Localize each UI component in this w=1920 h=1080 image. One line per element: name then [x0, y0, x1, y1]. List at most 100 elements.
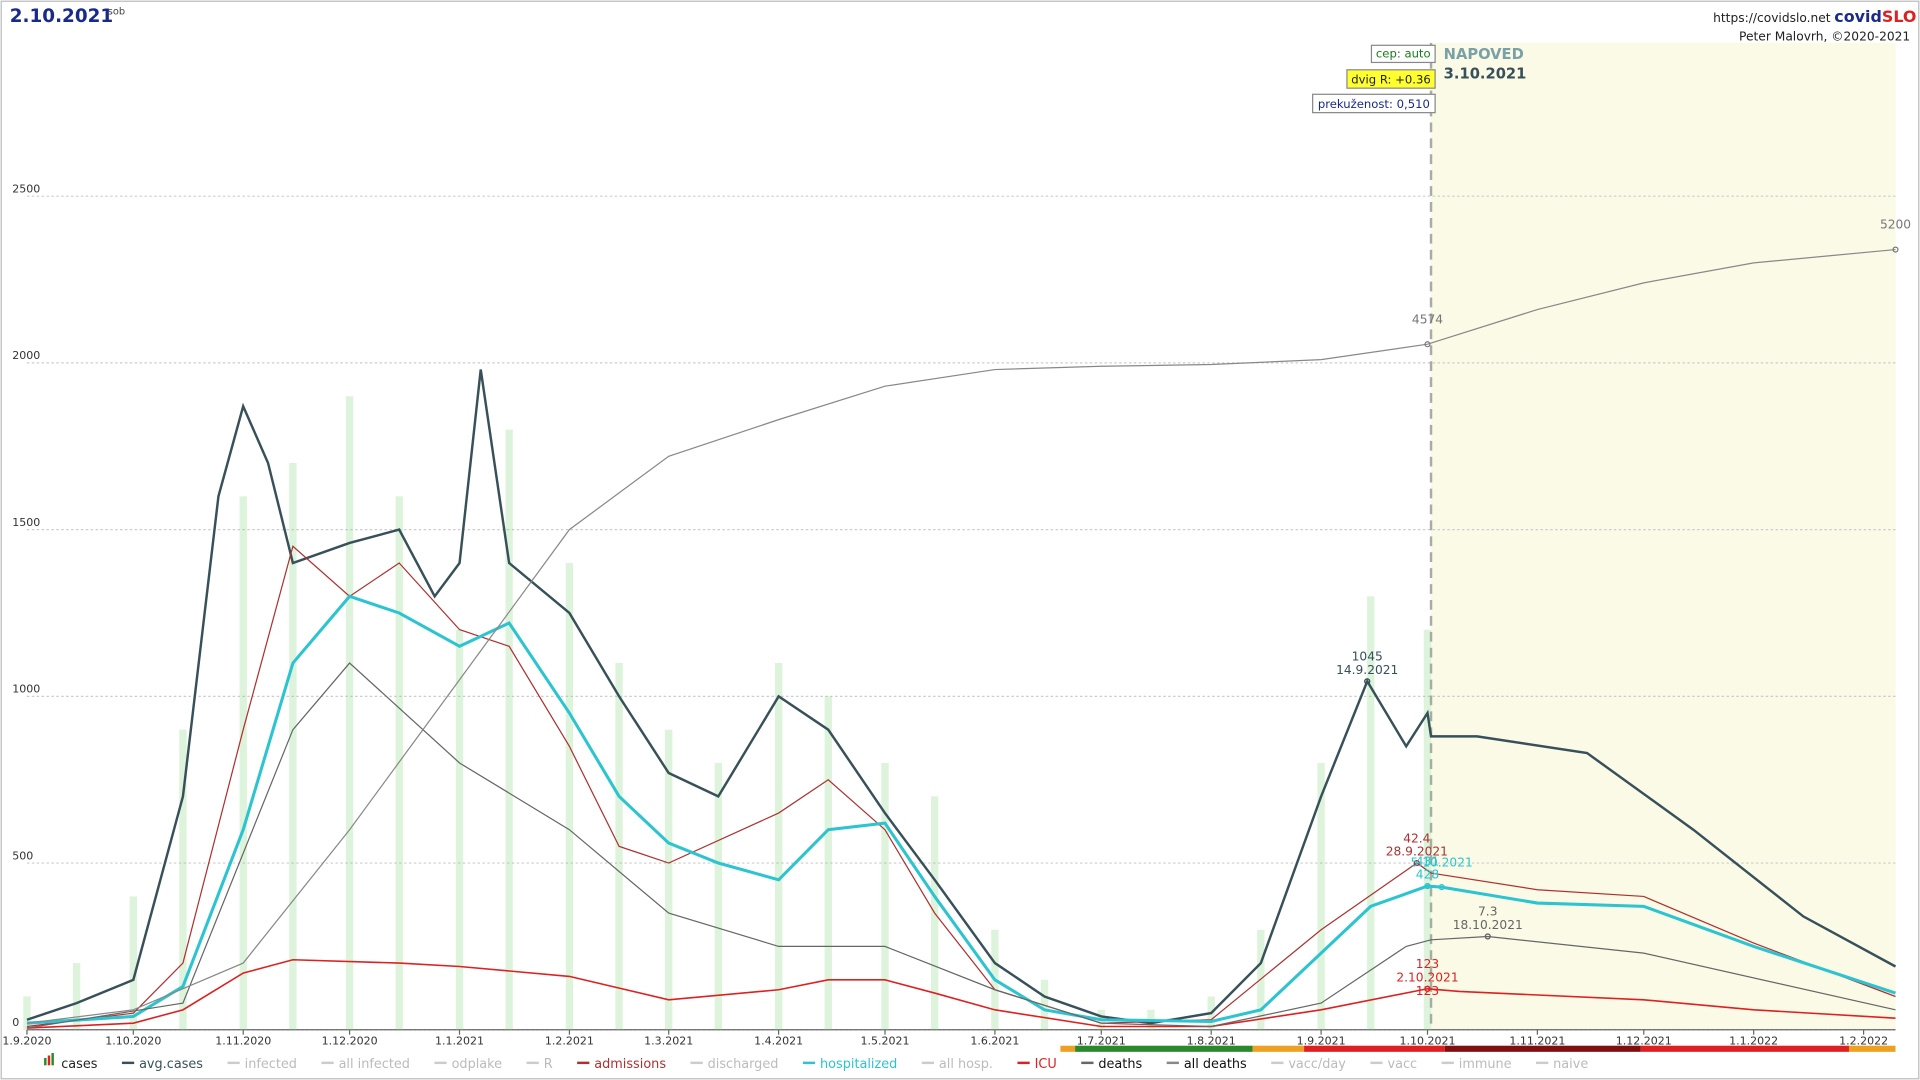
strip [1304, 1045, 1445, 1052]
y-tick-label: 0 [12, 1016, 19, 1029]
bar [714, 763, 723, 1030]
strip [1252, 1045, 1305, 1052]
annotation: 123 [1416, 957, 1439, 971]
legend-label[interactable]: odplake [452, 1057, 503, 1072]
series-line [26, 369, 1897, 1025]
bar [23, 996, 31, 1030]
legend-label[interactable]: vacc [1388, 1057, 1418, 1072]
brand-b: SLO [1882, 7, 1917, 26]
brand: covidSLO [1834, 7, 1916, 26]
annotation: 28.9.2021 [1386, 845, 1448, 859]
annotation: 5.10.2021 [1411, 855, 1473, 869]
legend-label[interactable]: R [544, 1057, 553, 1072]
bar [1423, 629, 1432, 1030]
bar [881, 763, 889, 1030]
annotation-point [1413, 860, 1420, 867]
legend: cases avg.cases infected all infected odplak… [44, 1053, 1588, 1072]
legend-label[interactable]: all hosp. [939, 1057, 993, 1072]
strip [1060, 1045, 1076, 1052]
bar [395, 496, 403, 1030]
annotation-point [1892, 246, 1899, 253]
bar [455, 629, 464, 1030]
annotation-point [1424, 341, 1431, 348]
legend-label[interactable]: naive [1553, 1057, 1588, 1072]
legend-label[interactable]: discharged [708, 1057, 779, 1072]
x-tick-label: 1.2.2022 [1839, 1034, 1888, 1047]
legend-label[interactable]: infected [245, 1057, 297, 1072]
annotation: 428 [1416, 868, 1439, 882]
x-tick-label: 1.3.2021 [644, 1034, 693, 1047]
legend-label[interactable]: cases [61, 1057, 98, 1072]
forecast-date: 3.10.2021 [1444, 65, 1527, 82]
x-tick-label: 1.12.2021 [1616, 1034, 1672, 1047]
legend-label[interactable]: deaths [1098, 1057, 1142, 1072]
x-tick-label: 1.7.2021 [1077, 1034, 1126, 1047]
bar [179, 729, 187, 1030]
x-tick-label: 1.5.2021 [860, 1034, 909, 1047]
annotation: 123 [1416, 984, 1439, 998]
series-line [26, 248, 1896, 1024]
series-line [26, 662, 1896, 1029]
bar [345, 396, 354, 1030]
annotation-point [1424, 985, 1431, 992]
strip [1444, 1045, 1641, 1052]
site-url: https://covidslo.net [1713, 11, 1831, 25]
x-tick-label: 1.11.2021 [1509, 1034, 1565, 1047]
bar [824, 696, 832, 1030]
legend-label[interactable]: hospitalized [820, 1057, 897, 1072]
bar [1317, 763, 1325, 1030]
bar [129, 896, 137, 1030]
brand-a: covid [1834, 7, 1882, 26]
x-tick-label: 1.12.2020 [322, 1034, 378, 1047]
author: Peter Malovrh, ©2020-2021 [1739, 29, 1910, 43]
bar [774, 663, 783, 1030]
legend-label[interactable]: immune [1459, 1057, 1512, 1072]
annotation: 4574 [1412, 312, 1443, 326]
chart-title: 2.10.2021 [10, 6, 113, 27]
note: dvig R: +0.36 [1351, 72, 1431, 86]
bar [289, 462, 297, 1030]
status-strip [1060, 1045, 1896, 1052]
legend-label[interactable]: admissions [594, 1057, 666, 1072]
legend-label[interactable]: avg.cases [139, 1057, 203, 1072]
bar [239, 496, 247, 1030]
x-tick-label: 1.9.2020 [2, 1034, 51, 1047]
note: prekuženost: 0,510 [1318, 97, 1430, 111]
x-tick-label: 1.4.2021 [754, 1034, 803, 1047]
x-tick-label: 1.11.2020 [215, 1034, 271, 1047]
note-box [1312, 93, 1436, 114]
annotation: 1045 [1352, 650, 1383, 664]
legend-label[interactable]: ICU [1035, 1057, 1057, 1072]
bar [72, 963, 81, 1030]
forecast-label: NAPOVED [1444, 46, 1524, 63]
y-tick-label: 1500 [12, 516, 40, 529]
x-tick-label: 1.6.2021 [970, 1034, 1019, 1047]
bar [665, 729, 673, 1030]
annotation: 5200 [1880, 218, 1911, 232]
legend-label[interactable]: vacc/day [1288, 1057, 1346, 1072]
x-tick-label: 1.1.2021 [435, 1034, 484, 1047]
weekday: sob [108, 7, 125, 18]
series-line [26, 545, 1896, 1028]
annotation: 42.4 [1403, 831, 1430, 845]
bar [1367, 596, 1375, 1030]
legend-swatch [47, 1055, 51, 1066]
strip [1640, 1045, 1849, 1052]
x-tick-label: 1.10.2020 [105, 1034, 161, 1047]
x-tick-label: 1.1.2022 [1729, 1034, 1778, 1047]
annotation: 2.10.2021 [1396, 970, 1458, 984]
annotation: 431 [1416, 854, 1439, 868]
bar [505, 429, 513, 1030]
y-tick-label: 500 [12, 849, 33, 862]
y-tick-label: 1000 [12, 683, 40, 696]
annotation-point [1484, 933, 1491, 940]
strip [1075, 1045, 1253, 1052]
legend-swatch [44, 1057, 47, 1066]
legend-label[interactable]: all infected [339, 1057, 410, 1072]
legend-label[interactable]: all deaths [1184, 1057, 1247, 1072]
annotation-point [1424, 883, 1431, 890]
annotation: 14.9.2021 [1336, 663, 1398, 677]
series-line [26, 958, 1896, 1029]
